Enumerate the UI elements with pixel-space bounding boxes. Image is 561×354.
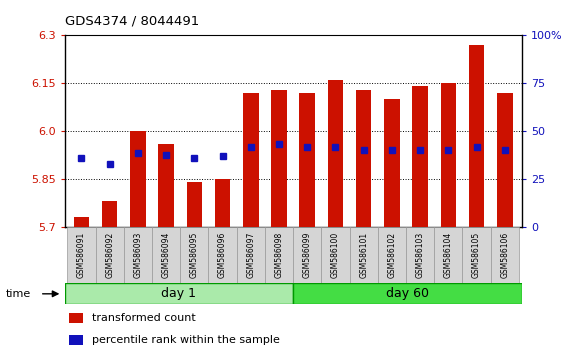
Text: GSM586099: GSM586099 — [303, 232, 312, 278]
Bar — [158, 144, 174, 227]
FancyBboxPatch shape — [180, 227, 209, 282]
FancyBboxPatch shape — [434, 227, 462, 282]
FancyBboxPatch shape — [265, 227, 293, 282]
Text: day 60: day 60 — [386, 287, 429, 300]
Bar — [69, 335, 83, 345]
Text: GDS4374 / 8044491: GDS4374 / 8044491 — [65, 14, 199, 27]
Bar — [243, 93, 259, 227]
FancyBboxPatch shape — [67, 227, 95, 282]
Text: GSM586104: GSM586104 — [444, 232, 453, 278]
Text: GSM586100: GSM586100 — [331, 232, 340, 278]
Text: transformed count: transformed count — [92, 313, 196, 323]
FancyBboxPatch shape — [293, 227, 321, 282]
FancyBboxPatch shape — [462, 227, 491, 282]
Bar — [440, 83, 456, 227]
Bar — [102, 201, 117, 227]
FancyBboxPatch shape — [491, 227, 519, 282]
FancyBboxPatch shape — [406, 227, 434, 282]
FancyBboxPatch shape — [237, 227, 265, 282]
Text: GSM586102: GSM586102 — [388, 232, 397, 278]
Bar — [73, 217, 89, 227]
FancyBboxPatch shape — [95, 227, 124, 282]
Text: GSM586105: GSM586105 — [472, 232, 481, 278]
Bar — [130, 131, 146, 227]
Bar — [272, 90, 287, 227]
FancyBboxPatch shape — [124, 227, 152, 282]
Text: GSM586101: GSM586101 — [359, 232, 368, 278]
Bar — [293, 283, 522, 304]
Bar — [356, 90, 371, 227]
Text: time: time — [6, 289, 31, 299]
FancyBboxPatch shape — [378, 227, 406, 282]
FancyBboxPatch shape — [209, 227, 237, 282]
Text: GSM586106: GSM586106 — [500, 232, 509, 278]
Text: GSM586094: GSM586094 — [162, 232, 171, 278]
Text: GSM586093: GSM586093 — [134, 232, 142, 278]
Bar — [65, 283, 293, 304]
FancyBboxPatch shape — [350, 227, 378, 282]
Bar — [69, 313, 83, 323]
Bar — [469, 45, 484, 227]
Text: GSM586092: GSM586092 — [105, 232, 114, 278]
Text: GSM586103: GSM586103 — [416, 232, 425, 278]
Text: day 1: day 1 — [162, 287, 196, 300]
Bar — [300, 93, 315, 227]
FancyBboxPatch shape — [152, 227, 180, 282]
Text: percentile rank within the sample: percentile rank within the sample — [92, 335, 280, 345]
Bar — [497, 93, 513, 227]
FancyBboxPatch shape — [321, 227, 350, 282]
Bar — [412, 86, 428, 227]
Bar — [328, 80, 343, 227]
Text: GSM586091: GSM586091 — [77, 232, 86, 278]
Bar — [215, 179, 231, 227]
Text: GSM586095: GSM586095 — [190, 232, 199, 278]
Bar — [384, 99, 399, 227]
Text: GSM586098: GSM586098 — [274, 232, 283, 278]
Text: GSM586096: GSM586096 — [218, 232, 227, 278]
Text: GSM586097: GSM586097 — [246, 232, 255, 278]
Bar — [187, 182, 202, 227]
